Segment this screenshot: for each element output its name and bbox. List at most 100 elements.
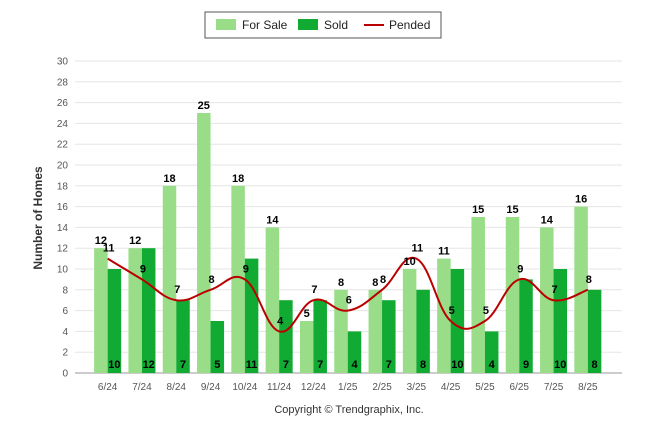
data-label-for-sale: 14 xyxy=(266,214,279,226)
x-tick-label: 6/25 xyxy=(510,382,530,393)
bar-sold xyxy=(107,269,122,373)
bar-sold xyxy=(484,331,499,373)
bar-for-sale xyxy=(94,248,108,373)
bar-for-sale xyxy=(368,289,383,373)
bar-sold xyxy=(279,300,293,373)
bar-for-sale xyxy=(471,217,485,373)
data-label-sold: 7 xyxy=(283,359,289,371)
y-tick-label: 14 xyxy=(57,223,69,234)
data-label-pended: 8 xyxy=(380,274,386,286)
bar-for-sale xyxy=(231,185,245,373)
bar-for-sale xyxy=(299,321,314,373)
x-tick-label: 6/24 xyxy=(98,382,118,393)
data-label-pended: 11 xyxy=(103,243,115,255)
bar-sold xyxy=(313,300,327,373)
x-tick-label: 4/25 xyxy=(441,382,461,393)
data-label-pended: 6 xyxy=(346,295,352,307)
data-label-for-sale: 12 xyxy=(129,235,141,247)
y-tick-label: 18 xyxy=(57,181,69,192)
x-tick-label: 10/24 xyxy=(232,382,257,393)
data-label-for-sale: 18 xyxy=(163,173,175,185)
bar-sold xyxy=(244,258,259,373)
bar-for-sale xyxy=(162,185,177,373)
y-tick-label: 12 xyxy=(57,244,69,255)
y-tick-label: 0 xyxy=(62,369,68,380)
data-label-for-sale: 16 xyxy=(575,194,587,206)
x-tick-label: 8/25 xyxy=(578,382,598,393)
y-tick-label: 4 xyxy=(62,327,68,338)
data-label-for-sale: 5 xyxy=(304,308,310,320)
data-label-pended: 9 xyxy=(243,263,249,275)
x-tick-label: 12/24 xyxy=(301,382,326,393)
data-label-pended: 9 xyxy=(140,263,146,275)
data-label-for-sale: 14 xyxy=(541,214,554,226)
legend-for-sale-swatch xyxy=(216,19,236,30)
x-tick-label: 3/25 xyxy=(407,382,427,393)
bar-sold xyxy=(176,300,190,373)
data-label-sold: 11 xyxy=(246,359,258,371)
data-label-sold: 7 xyxy=(180,359,186,371)
data-label-sold: 7 xyxy=(317,359,323,371)
y-tick-label: 10 xyxy=(57,265,69,276)
bar-sold xyxy=(382,300,396,373)
bar-for-sale xyxy=(505,217,520,373)
legend-sold-label: Sold xyxy=(324,18,348,32)
x-tick-label: 7/25 xyxy=(544,382,564,393)
bar-sold xyxy=(347,331,362,373)
data-label-sold: 7 xyxy=(386,359,392,371)
bar-sold xyxy=(416,289,430,373)
bar-sold xyxy=(519,279,533,373)
data-label-pended: 4 xyxy=(277,315,284,327)
legend-for-sale-label: For Sale xyxy=(242,18,288,32)
legend-sold-swatch xyxy=(298,19,318,30)
y-tick-label: 28 xyxy=(57,77,69,88)
data-label-pended: 7 xyxy=(551,284,557,296)
legend: For Sale Sold Pended xyxy=(204,11,442,39)
y-tick-label: 26 xyxy=(57,98,69,109)
data-label-for-sale: 25 xyxy=(198,100,210,112)
data-label-sold: 10 xyxy=(108,359,120,371)
data-label-sold: 10 xyxy=(451,359,463,371)
data-label-pended: 5 xyxy=(483,305,489,317)
bar-sold xyxy=(553,269,568,373)
data-label-sold: 5 xyxy=(214,359,220,371)
y-tick-label: 2 xyxy=(62,348,68,359)
data-label-pended: 9 xyxy=(517,263,523,275)
data-label-sold: 4 xyxy=(489,359,496,371)
bar-sold xyxy=(450,269,465,373)
x-tick-label: 8/24 xyxy=(167,382,187,393)
x-tick-label: 7/24 xyxy=(132,382,152,393)
data-label-for-sale: 12 xyxy=(95,235,107,247)
data-label-sold: 10 xyxy=(554,359,566,371)
data-label-sold: 12 xyxy=(143,359,155,371)
bar-for-sale xyxy=(265,227,280,373)
data-label-for-sale: 11 xyxy=(438,246,450,258)
legend-pended-label: Pended xyxy=(389,18,430,32)
y-tick-label: 20 xyxy=(57,161,69,172)
data-label-for-sale: 10 xyxy=(403,256,415,268)
bar-sold xyxy=(141,248,156,373)
data-label-sold: 9 xyxy=(523,359,529,371)
pended-line-layer xyxy=(107,256,589,333)
data-label-pended: 11 xyxy=(412,243,424,255)
data-label-pended: 8 xyxy=(208,274,214,286)
data-label-for-sale: 8 xyxy=(338,277,344,289)
x-axis-ticks: 6/24 7/24 8/24 9/24 10/24 11/24 12/24 1/25 2/25 3… xyxy=(98,382,598,393)
x-tick-label: 9/24 xyxy=(201,382,221,393)
bar-for-sale xyxy=(197,113,211,373)
data-label-pended: 8 xyxy=(586,274,592,286)
y-tick-label: 24 xyxy=(57,119,69,130)
x-tick-label: 1/25 xyxy=(338,382,358,393)
y-axis-title: Number of Homes xyxy=(31,166,45,270)
x-tick-label: 5/25 xyxy=(475,382,495,393)
bar-for-sale xyxy=(574,206,588,373)
data-label-for-sale: 18 xyxy=(232,173,244,185)
pended-line xyxy=(107,256,589,333)
data-label-pended: 5 xyxy=(449,305,455,317)
y-tick-label: 6 xyxy=(62,306,68,317)
y-tick-label: 16 xyxy=(57,202,69,213)
x-tick-label: 11/24 xyxy=(267,382,292,393)
bar-sold xyxy=(587,289,602,373)
